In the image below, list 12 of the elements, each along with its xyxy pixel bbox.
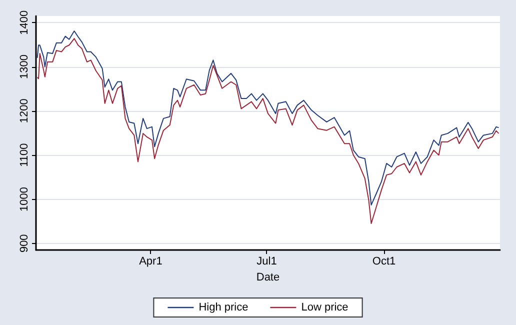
x-tick-label: Oct1 [372, 256, 396, 268]
y-tick-label: 1200 [18, 98, 30, 124]
y-tick-label: 1100 [18, 143, 30, 167]
legend-label: High price [198, 302, 248, 314]
legend-label: Low price [301, 302, 348, 314]
x-tick-label: Apr1 [139, 256, 162, 268]
y-tick-label: 900 [18, 234, 30, 253]
y-tick-label: 1000 [18, 186, 30, 212]
y-tick-label: 1400 [18, 10, 30, 35]
x-tick-label: Jul1 [256, 256, 277, 268]
y-tick-label: 1300 [18, 54, 30, 80]
x-axis-title: Date [256, 271, 280, 284]
